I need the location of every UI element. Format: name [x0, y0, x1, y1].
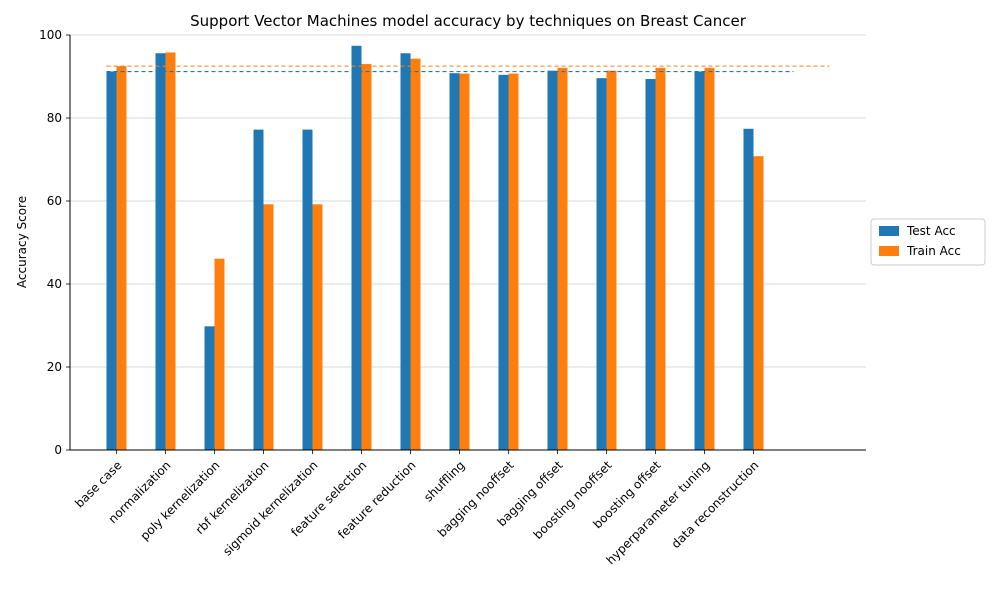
legend-swatch [879, 226, 899, 236]
bar-train-acc [214, 258, 225, 450]
y-tick-label: 0 [54, 443, 62, 457]
axes [69, 35, 866, 451]
bar-test-acc [155, 53, 166, 450]
x-tick-label: shuffling [421, 458, 467, 504]
bar-train-acc [655, 67, 666, 450]
bar-train-acc [557, 67, 568, 450]
bar-test-acc [694, 71, 705, 451]
y-tick-label: 100 [39, 28, 62, 42]
bar-test-acc [498, 74, 509, 450]
bar-test-acc [253, 129, 264, 450]
bar-test-acc [449, 73, 460, 451]
y-axis-label: Accuracy Score [15, 196, 29, 288]
legend-swatch [879, 246, 899, 256]
legend-box [870, 218, 986, 266]
legend-label: Train Acc [906, 244, 961, 258]
x-tick-label: base case [72, 458, 124, 510]
bar-train-acc [508, 73, 519, 450]
legend: Test Acc Train Acc [870, 218, 986, 266]
chart-title: Support Vector Machines model accuracy b… [190, 12, 747, 30]
bar-test-acc [106, 71, 117, 451]
y-tick-label: 40 [47, 277, 62, 291]
y-tick-label: 80 [47, 111, 62, 125]
bar-test-acc [596, 78, 607, 450]
bar-test-acc [645, 78, 656, 451]
x-tick-label: sigmoid kernelization [220, 458, 320, 558]
bar-test-acc [302, 129, 313, 450]
bar-train-acc [606, 70, 617, 450]
bar-test-acc [351, 45, 362, 450]
bar-train-acc [361, 64, 372, 451]
bar-test-acc [400, 53, 411, 450]
bar-train-acc [165, 52, 176, 451]
bar-test-acc [743, 128, 754, 451]
legend-label: Test Acc [906, 224, 956, 238]
bar-test-acc [204, 326, 215, 450]
x-tick-label: data reconstruction [669, 458, 762, 551]
bar-train-acc [704, 67, 715, 450]
bars [106, 45, 764, 451]
bar-test-acc [547, 70, 558, 450]
bar-train-acc [753, 156, 764, 450]
bar-train-acc [263, 204, 274, 450]
bar-train-acc [459, 73, 470, 450]
y-tick-label: 20 [47, 360, 62, 374]
bar-train-acc [410, 58, 421, 450]
bar-train-acc [312, 204, 323, 450]
bar-train-acc [116, 66, 127, 450]
y-tick-label: 60 [47, 194, 62, 208]
y-ticks: 0 20 40 60 80 100 [39, 28, 70, 457]
baselines [106, 65, 830, 73]
